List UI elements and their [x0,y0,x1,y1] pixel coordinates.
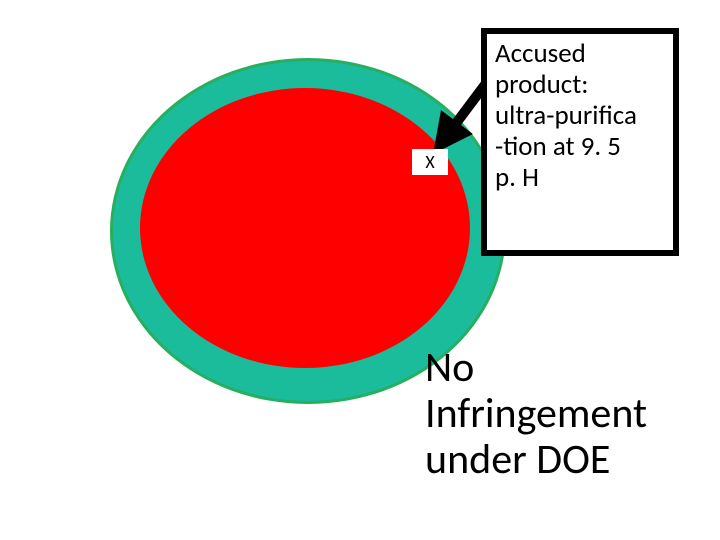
inner-ellipse [140,88,470,368]
x-marker-text: X [425,151,434,173]
no-infringement-text: No Infringement under DOE [425,345,647,484]
x-marker: X [412,149,448,175]
callout-text: Accused product: ultra-purifica -tion at… [495,38,665,193]
callout-box: Accused product: ultra-purifica -tion at… [481,28,679,256]
diagram-stage: X Accused product: ultra-purifica -tion … [0,0,720,540]
no-infringement-label: No Infringement under DOE [425,342,647,485]
